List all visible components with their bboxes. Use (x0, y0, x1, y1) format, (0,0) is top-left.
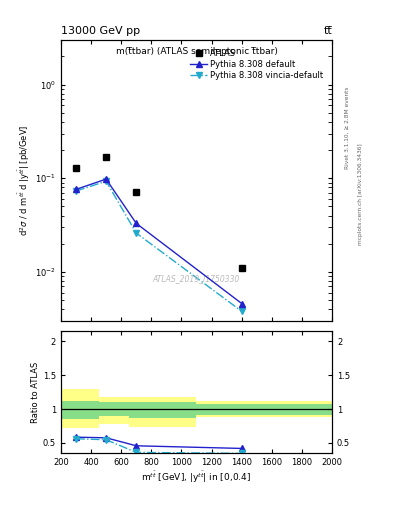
ATLAS (104, 154, 108, 160)
Pythia 8.308 default (239, 301, 244, 307)
Pythia 8.308 default (104, 176, 108, 182)
Bar (61, 389, 99, 428)
Legend: ATLAS, Pythia 8.308 default, Pythia 8.308 vincia-default: ATLAS, Pythia 8.308 default, Pythia 8.30… (189, 47, 325, 81)
Bar (99, 402, 129, 416)
Bar (99, 397, 129, 424)
Text: Rivet 3.1.10, ≥ 2.8M events: Rivet 3.1.10, ≥ 2.8M events (345, 87, 350, 169)
Pythia 8.308 vincia-default (73, 188, 78, 194)
Line: ATLAS: ATLAS (73, 154, 245, 271)
Line: Pythia 8.308 default: Pythia 8.308 default (73, 176, 245, 307)
Text: mcplots.cern.ch [arXiv:1306.3436]: mcplots.cern.ch [arXiv:1306.3436] (358, 144, 363, 245)
Pythia 8.308 vincia-default (104, 178, 108, 184)
Text: 13000 GeV pp: 13000 GeV pp (61, 26, 140, 36)
Pythia 8.308 vincia-default (134, 230, 139, 236)
Text: m(t̅tbar) (ATLAS semileptonic t̅tbar): m(t̅tbar) (ATLAS semileptonic t̅tbar) (116, 47, 277, 56)
ATLAS (134, 188, 139, 195)
Pythia 8.308 vincia-default (239, 308, 244, 314)
Bar (196, 401, 332, 417)
Y-axis label: d$^2\sigma$ / d m$^{t\bar{t}}$ d |y$^{t\bar{t}}$| [pb/GeV]: d$^2\sigma$ / d m$^{t\bar{t}}$ d |y$^{t\… (17, 125, 33, 236)
Line: Pythia 8.308 vincia-default: Pythia 8.308 vincia-default (73, 178, 245, 314)
Text: ATLAS_2019_I1750330: ATLAS_2019_I1750330 (153, 274, 240, 283)
ATLAS (239, 265, 244, 271)
X-axis label: m$^{t\bar{t}}$ [GeV], |y$^{t\bar{t}}$| in [0,0.4]: m$^{t\bar{t}}$ [GeV], |y$^{t\bar{t}}$| i… (141, 470, 252, 485)
Y-axis label: Ratio to ATLAS: Ratio to ATLAS (31, 361, 40, 423)
Bar (129, 402, 196, 418)
ATLAS (73, 164, 78, 170)
Pythia 8.308 default (134, 220, 139, 226)
Text: tt̅: tt̅ (323, 26, 332, 36)
Pythia 8.308 default (73, 186, 78, 193)
Bar (196, 403, 332, 415)
Bar (129, 397, 196, 428)
Bar (61, 401, 99, 418)
